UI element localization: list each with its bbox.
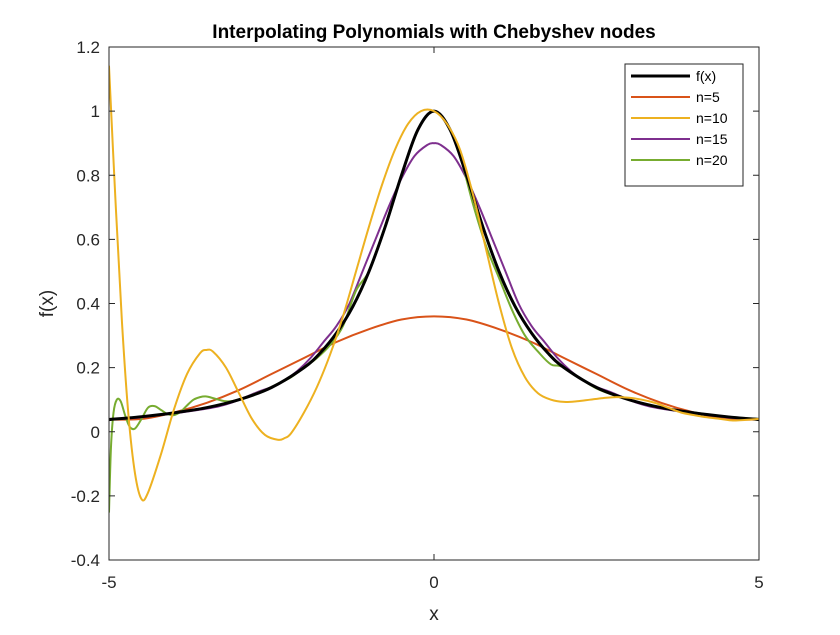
x-tick-label: 5	[754, 573, 763, 592]
legend-label: n=20	[696, 152, 728, 168]
legend-box	[624, 63, 744, 187]
x-tick-label: 0	[429, 573, 438, 592]
y-tick-label: -0.4	[71, 551, 100, 570]
chart-title: Interpolating Polynomials with Chebyshev…	[212, 22, 655, 43]
series-layer	[109, 65, 759, 513]
legend: f(x) n=5 n=10 n=15 n=20	[624, 63, 744, 187]
legend-label: f(x)	[696, 68, 716, 84]
y-tick-label: 1.2	[76, 38, 100, 57]
y-tick-label: 0.2	[76, 359, 100, 378]
series-line-2	[109, 65, 759, 502]
x-tick-label: -5	[101, 573, 116, 592]
ticks-layer: -5 0 5 -0.4 -0.2 0 0.2 0.4 0.6 0.8 1 1.2	[71, 38, 764, 592]
y-tick-label: 1	[91, 102, 100, 121]
y-tick-label: -0.2	[71, 487, 100, 506]
legend-label: n=5	[696, 89, 720, 105]
y-tick-label: 0.6	[76, 230, 100, 249]
y-tick-label: 0.4	[76, 295, 100, 314]
x-axis-label: x	[429, 604, 439, 625]
y-tick-label: 0	[91, 423, 100, 442]
y-tick-label: 0.8	[76, 166, 100, 185]
legend-label: n=15	[696, 131, 728, 147]
y-axis-label: f(x)	[37, 290, 58, 317]
legend-label: n=10	[696, 110, 728, 126]
